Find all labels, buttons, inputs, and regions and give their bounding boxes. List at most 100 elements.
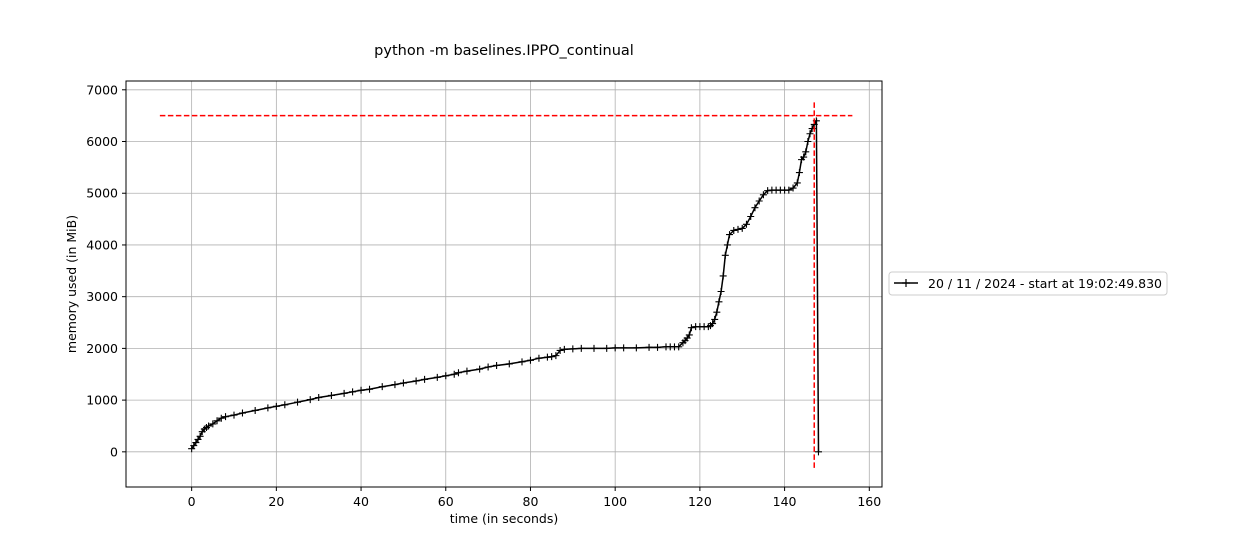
y-tick-label: 0 xyxy=(110,444,118,459)
data-point xyxy=(789,184,797,192)
data-point xyxy=(357,386,365,394)
data-point xyxy=(723,241,731,249)
data-point xyxy=(590,344,598,352)
data-point xyxy=(713,308,721,316)
data-point xyxy=(327,391,335,399)
data-point xyxy=(814,448,822,456)
x-tick-label: 0 xyxy=(188,494,196,509)
y-tick-label: 4000 xyxy=(86,237,118,252)
data-point xyxy=(603,344,611,352)
data-point xyxy=(806,130,814,138)
plot-frame xyxy=(125,80,883,488)
data-point xyxy=(804,138,812,146)
data-point xyxy=(535,354,543,362)
data-point xyxy=(709,320,717,328)
data-point xyxy=(476,365,484,373)
y-axis: 0 1000 2000 3000 4000 5000 6000 7000 xyxy=(86,82,126,459)
data-point xyxy=(399,379,407,387)
data-point xyxy=(726,231,734,239)
data-point xyxy=(556,346,564,354)
data-point xyxy=(505,360,513,368)
x-tick-label: 60 xyxy=(438,494,454,509)
x-tick-label: 80 xyxy=(523,494,539,509)
x-tick-label: 120 xyxy=(688,494,712,509)
data-point xyxy=(795,169,803,177)
data-point xyxy=(272,402,280,410)
data-point xyxy=(560,345,568,353)
data-point xyxy=(238,409,246,417)
legend-box xyxy=(888,271,1168,296)
data-point xyxy=(793,179,801,187)
data-point xyxy=(454,369,462,377)
data-point xyxy=(687,324,695,332)
data-point xyxy=(518,358,526,366)
data-point xyxy=(751,204,759,212)
data-point xyxy=(442,372,450,380)
data-point xyxy=(645,343,653,351)
data-point xyxy=(569,345,577,353)
data-point xyxy=(251,406,259,414)
data-point xyxy=(294,398,302,406)
series-layer xyxy=(188,117,822,456)
data-point xyxy=(755,197,763,205)
data-point xyxy=(306,396,314,404)
data-point xyxy=(349,388,357,396)
data-point xyxy=(738,224,746,232)
x-tick-label: 160 xyxy=(857,494,881,509)
data-point xyxy=(315,394,323,402)
threshold-lines xyxy=(159,100,853,468)
x-tick-label: 100 xyxy=(603,494,627,509)
data-point xyxy=(217,414,225,422)
y-tick-label: 6000 xyxy=(86,134,118,149)
data-point xyxy=(412,377,420,385)
data-point xyxy=(611,344,619,352)
x-axis: 0 20 40 60 80 100 120 140 160 xyxy=(188,487,881,509)
data-point xyxy=(209,420,217,428)
data-point xyxy=(421,375,429,383)
data-point xyxy=(654,343,662,351)
data-point xyxy=(433,373,441,381)
data-point xyxy=(222,413,230,421)
y-tick-label: 7000 xyxy=(86,82,118,97)
data-point xyxy=(205,422,213,430)
data-point xyxy=(632,344,640,352)
y-tick-label: 3000 xyxy=(86,289,118,304)
data-point xyxy=(675,343,683,351)
y-tick-label: 1000 xyxy=(86,393,118,408)
data-point xyxy=(742,220,750,228)
data-point xyxy=(719,272,727,280)
data-point xyxy=(391,381,399,389)
data-point xyxy=(366,385,374,393)
data-point xyxy=(711,315,719,323)
data-point xyxy=(463,367,471,375)
y-axis-label: memory used (in MiB) xyxy=(64,215,79,353)
data-point xyxy=(552,352,560,360)
data-point xyxy=(230,411,238,419)
x-axis-label: time (in seconds) xyxy=(450,511,558,526)
data-point xyxy=(800,153,808,161)
data-point xyxy=(620,344,628,352)
data-point xyxy=(526,356,534,364)
data-point xyxy=(747,213,755,221)
data-point xyxy=(196,432,204,440)
legend-marker xyxy=(902,279,910,287)
data-point xyxy=(802,148,810,156)
chart-title: python -m baselines.IPPO_continual xyxy=(374,43,634,59)
data-point xyxy=(577,344,585,352)
data-point xyxy=(493,361,501,369)
grid xyxy=(126,81,882,487)
x-tick-label: 20 xyxy=(268,494,284,509)
data-point xyxy=(734,225,742,233)
data-point xyxy=(717,287,725,295)
legend: 20 / 11 / 2024 - start at 19:02:49.830 xyxy=(888,271,1168,296)
data-point xyxy=(340,389,348,397)
series-line xyxy=(190,118,820,452)
legend-entry: 20 / 11 / 2024 - start at 19:02:49.830 xyxy=(928,276,1162,291)
data-point xyxy=(730,226,738,234)
data-point xyxy=(721,251,729,259)
data-point xyxy=(281,401,289,409)
y-tick-label: 5000 xyxy=(86,186,118,201)
data-point xyxy=(785,186,793,194)
data-point xyxy=(715,298,723,306)
